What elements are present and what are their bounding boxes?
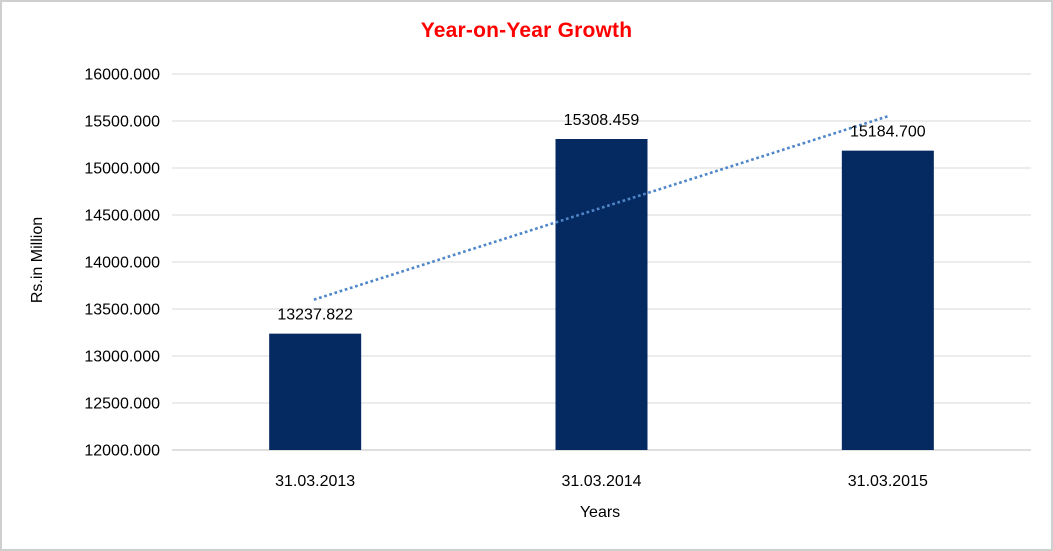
x-category-label: 31.03.2013 — [275, 473, 355, 490]
x-category-label: 31.03.2015 — [848, 473, 928, 490]
x-category-label: 31.03.2014 — [561, 473, 641, 490]
y-tick-label: 13500.000 — [84, 302, 160, 319]
trendline — [313, 114, 890, 301]
data-label: 15184.700 — [850, 124, 926, 141]
data-label: 13237.822 — [277, 307, 353, 324]
bar-31.03.2014 — [555, 139, 648, 450]
y-tick-label: 16000.000 — [84, 67, 160, 84]
bar-31.03.2013 — [269, 333, 362, 450]
y-tick-label: 14000.000 — [84, 255, 160, 272]
chart-title: Year-on-Year Growth — [420, 19, 633, 42]
bar-31.03.2015 — [841, 150, 934, 451]
y-tick-label: 15500.000 — [84, 114, 160, 131]
y-tick-label: 15000.000 — [84, 161, 160, 178]
y-tick-label: 13000.000 — [84, 349, 160, 366]
y-tick-label: 12500.000 — [84, 396, 160, 413]
data-label: 15308.459 — [564, 112, 640, 129]
y-tick-label: 14500.000 — [84, 208, 160, 225]
y-tick-label: 12000.000 — [84, 443, 160, 460]
x-axis-title: Years — [579, 504, 621, 521]
